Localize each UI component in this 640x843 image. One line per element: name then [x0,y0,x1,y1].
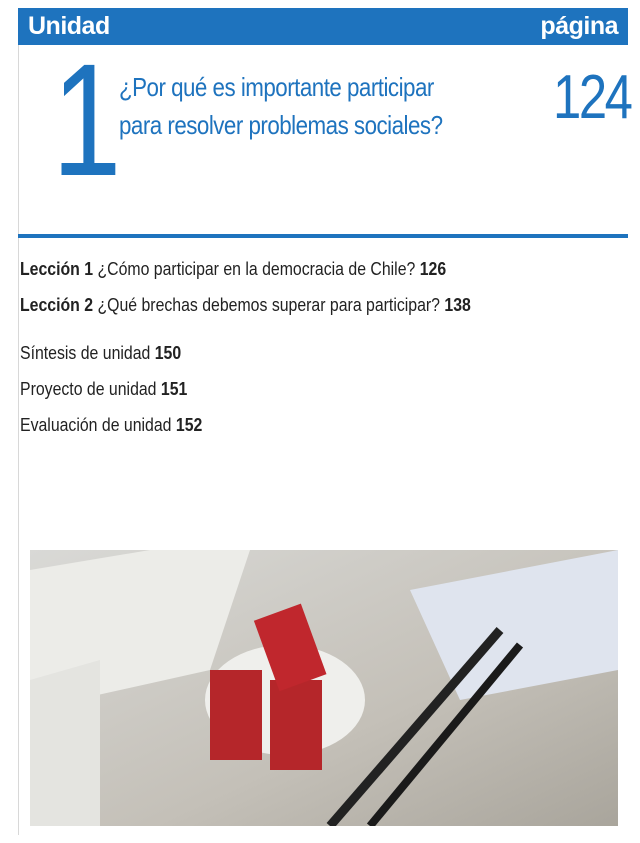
lesson-label: Lección 2 [20,295,93,315]
section: Evaluación de unidad 152 [20,415,202,436]
unit-title: ¿Por qué es importante participar [119,72,434,103]
section-page: 151 [161,379,187,399]
page: Unidad página 1 ¿Por qué es importante p… [0,0,640,843]
box [30,660,100,826]
lesson-title: ¿Cómo participar en la democracia de Chi… [97,259,415,279]
lesson: Lección 2 ¿Qué brechas debemos superar p… [20,295,471,316]
side-rule [18,45,19,835]
section-page: 152 [176,415,202,435]
lesson-page: 126 [420,259,446,279]
lesson: Lección 1 ¿Cómo participar en la democra… [20,259,446,280]
section-title: Proyecto de unidad [20,379,156,399]
sticker [270,680,322,770]
unit-number: 1 [52,40,115,200]
page-label: página [540,12,618,41]
lesson-label: Lección 1 [20,259,93,279]
section-page: 150 [155,343,181,363]
photo [30,550,618,826]
section-title: Evaluación de unidad [20,415,171,435]
section-title: Síntesis de unidad [20,343,150,363]
lesson-page: 138 [444,295,470,315]
unit-title: para resolver problemas sociales? [119,110,443,141]
sticker [210,670,262,760]
divider [18,234,628,238]
section: Síntesis de unidad 150 [20,343,181,364]
section: Proyecto de unidad 151 [20,379,187,400]
unit-page: 124 [553,62,630,133]
lesson-title: ¿Qué brechas debemos superar para partic… [97,295,440,315]
